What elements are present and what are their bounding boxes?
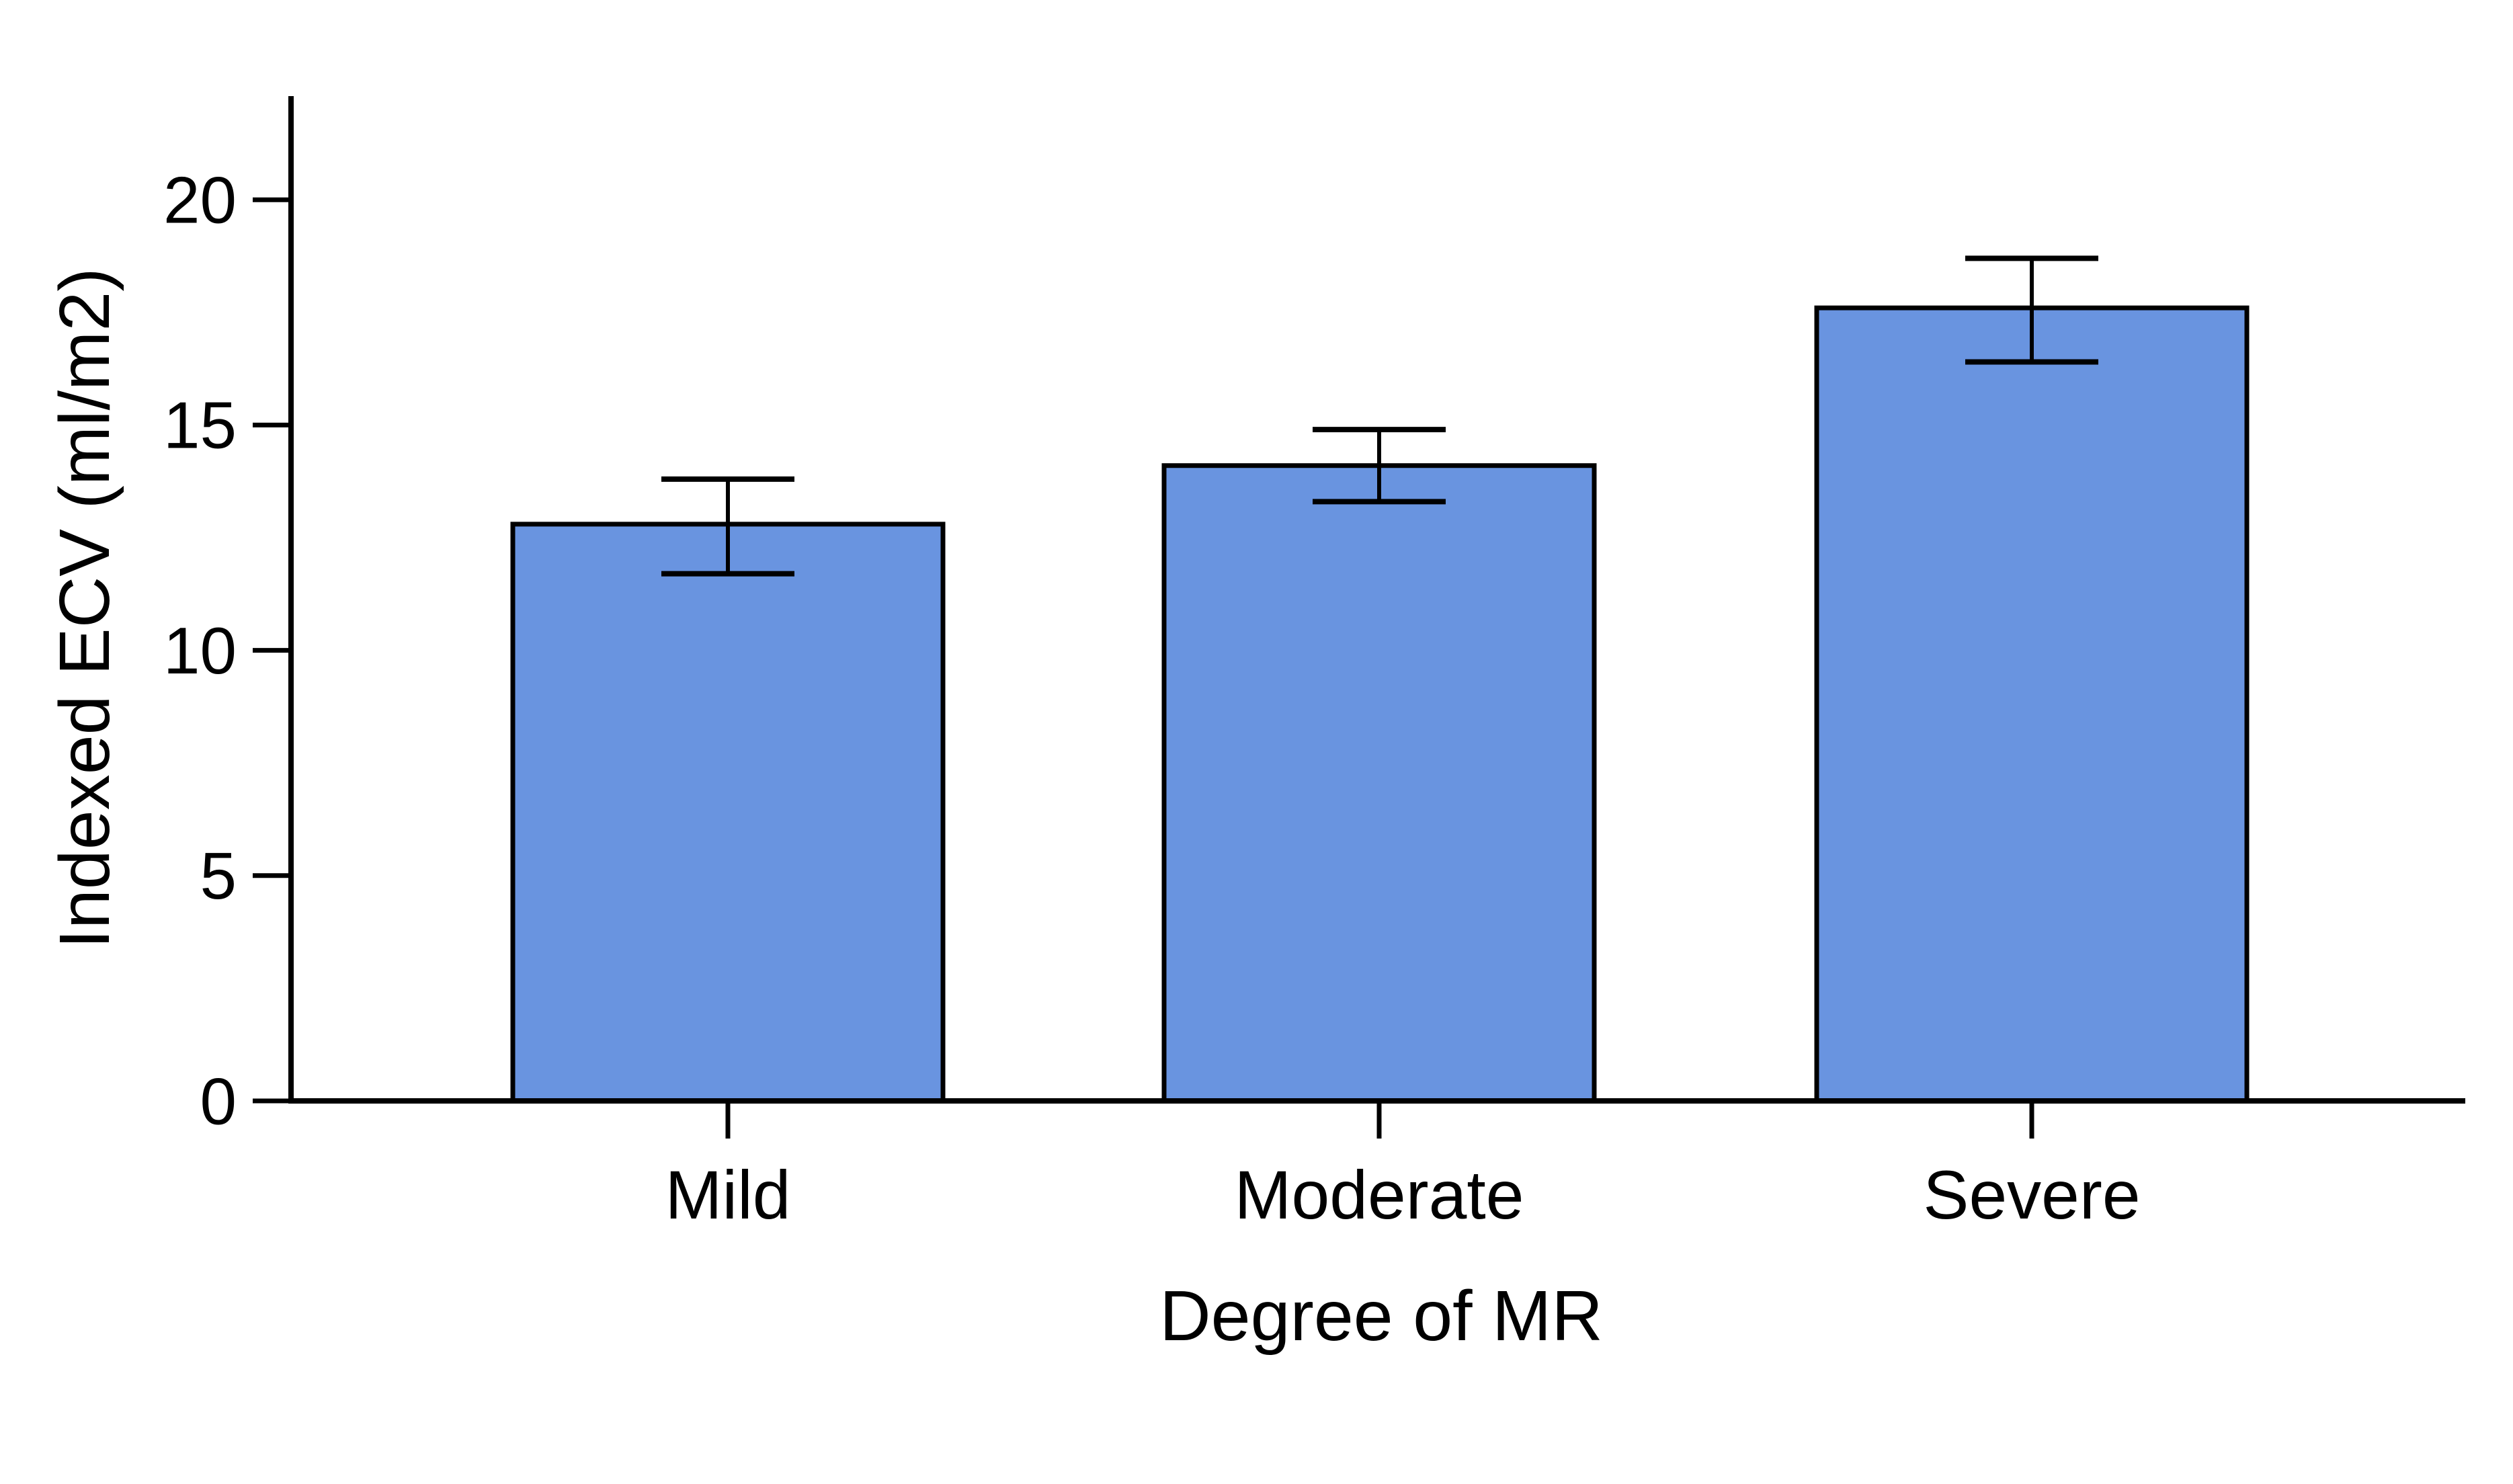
y-tick-label-5: 5	[200, 839, 237, 913]
y-tick-label-0: 0	[200, 1064, 237, 1138]
x-category-label-moderate: Moderate	[1235, 1157, 1524, 1233]
bar-severe	[1814, 305, 2250, 1104]
y-axis-title: Indexed ECV (ml/m2)	[45, 267, 124, 949]
y-tick-label-15: 15	[163, 388, 237, 462]
y-tick-label-20: 20	[163, 163, 237, 237]
x-category-label-severe: Severe	[1923, 1157, 2140, 1233]
x-category-label-mild: Mild	[665, 1157, 790, 1233]
x-axis-title: Degree of MR	[1159, 1276, 1603, 1356]
y-tick-label-10: 10	[163, 614, 237, 688]
bar-mild	[510, 522, 946, 1104]
bar-moderate	[1161, 463, 1597, 1104]
